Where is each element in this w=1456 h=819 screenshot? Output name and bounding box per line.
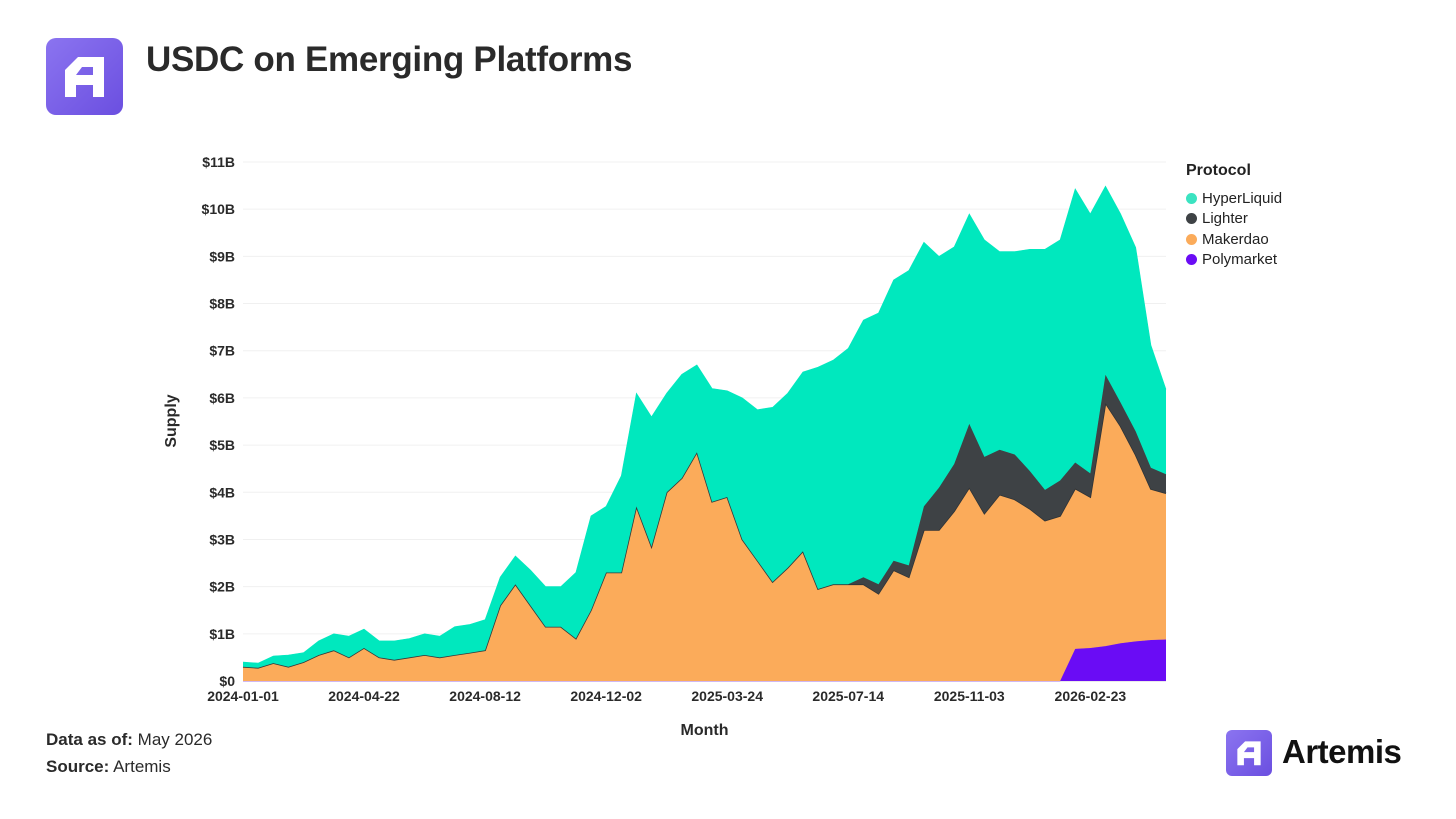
y-tick-label: $3B xyxy=(209,531,235,547)
legend-item-polymarket[interactable]: Polymarket xyxy=(1186,250,1282,271)
y-tick-label: $0 xyxy=(219,673,235,689)
legend-item-hyperliquid[interactable]: HyperLiquid xyxy=(1186,188,1282,209)
x-tick-label: 2025-03-24 xyxy=(691,688,763,704)
legend-swatch xyxy=(1186,192,1197,204)
source: Source: Artemis xyxy=(46,757,171,777)
artemis-logo-icon xyxy=(46,38,123,115)
legend-title: Protocol xyxy=(1186,162,1251,179)
data-as-of: Data as of: May 2026 xyxy=(46,730,212,750)
legend-swatch xyxy=(1186,254,1197,266)
y-tick-label: $8B xyxy=(209,296,235,312)
legend-swatch xyxy=(1186,233,1197,245)
area-polymarket xyxy=(243,639,1166,681)
y-tick-label: $2B xyxy=(209,579,235,595)
x-tick-label: 2024-08-12 xyxy=(449,688,521,704)
legend: Protocol HyperLiquid Lighter Makerdao Po… xyxy=(1186,162,1282,270)
legend-swatch xyxy=(1186,213,1197,225)
x-tick-label: 2026-02-23 xyxy=(1055,688,1127,704)
x-tick-label: 2024-01-01 xyxy=(207,688,279,704)
legend-item-lighter[interactable]: Lighter xyxy=(1186,209,1282,230)
y-tick-label: $6B xyxy=(209,390,235,406)
legend-label: Makerdao xyxy=(1202,230,1269,248)
legend-item-makerdao[interactable]: Makerdao xyxy=(1186,229,1282,250)
legend-label: Lighter xyxy=(1202,210,1248,228)
data-as-of-value: May 2026 xyxy=(137,730,213,749)
source-value: Artemis xyxy=(113,757,171,776)
source-label: Source: xyxy=(46,757,110,776)
data-as-of-label: Data as of: xyxy=(46,730,133,749)
legend-label: Polymarket xyxy=(1202,251,1278,269)
x-tick-label: 2025-11-03 xyxy=(934,688,1005,704)
brand-name: Artemis xyxy=(1282,733,1402,770)
y-tick-label: $11B xyxy=(202,154,235,170)
area-makerdao xyxy=(243,403,1166,681)
x-tick-label: 2024-04-22 xyxy=(328,688,400,704)
y-tick-label: $7B xyxy=(209,343,235,359)
page-title: USDC on Emerging Platforms xyxy=(146,40,633,79)
legend-label: HyperLiquid xyxy=(1202,189,1283,207)
y-tick-label: $9B xyxy=(209,248,235,264)
y-tick-label: $10B xyxy=(202,201,235,217)
x-tick-label: 2025-07-14 xyxy=(812,688,884,704)
x-axis-label: Month xyxy=(681,722,729,739)
y-axis-label: Supply xyxy=(163,394,180,447)
line-hyperliquid xyxy=(242,185,1167,664)
y-tick-label: $1B xyxy=(209,626,235,642)
y-tick-label: $4B xyxy=(209,484,235,500)
area-hyperliquid xyxy=(243,186,1166,668)
artemis-brand-icon xyxy=(1226,730,1272,776)
y-tick-label: $5B xyxy=(209,437,235,453)
x-tick-label: 2024-12-02 xyxy=(570,688,642,704)
